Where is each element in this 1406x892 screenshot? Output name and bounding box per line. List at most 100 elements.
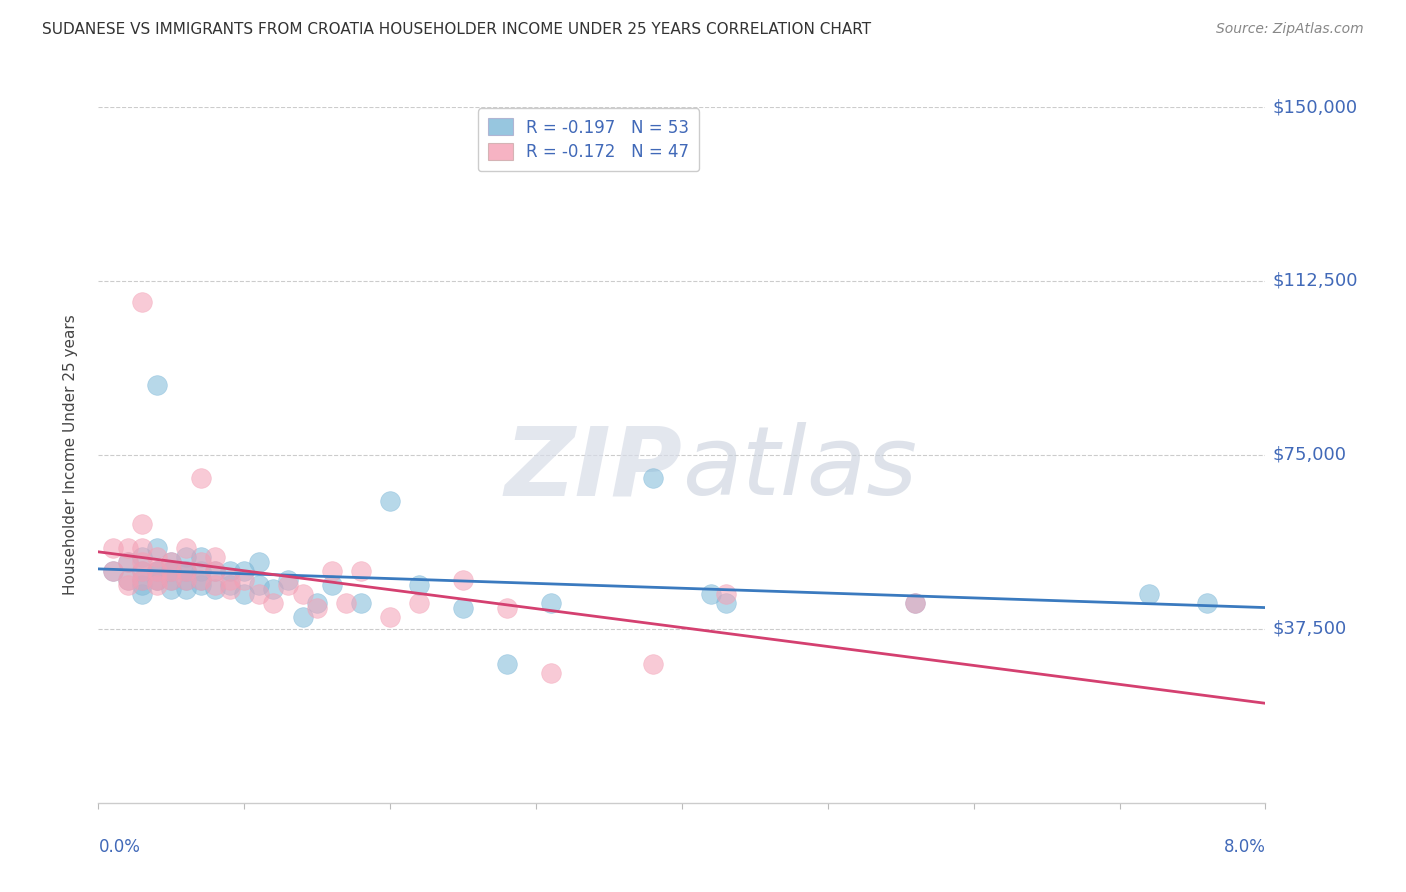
Text: SUDANESE VS IMMIGRANTS FROM CROATIA HOUSEHOLDER INCOME UNDER 25 YEARS CORRELATIO: SUDANESE VS IMMIGRANTS FROM CROATIA HOUS… <box>42 22 872 37</box>
Y-axis label: Householder Income Under 25 years: Householder Income Under 25 years <box>63 315 77 595</box>
Point <box>321 564 343 578</box>
Point <box>641 657 664 671</box>
Point <box>146 564 169 578</box>
Point <box>146 378 169 392</box>
Point <box>160 573 183 587</box>
Point <box>904 596 927 610</box>
Point <box>247 555 270 569</box>
Point <box>174 549 197 564</box>
Point <box>307 596 329 610</box>
Point <box>131 573 153 587</box>
Point <box>131 564 153 578</box>
Point <box>131 549 153 564</box>
Text: Source: ZipAtlas.com: Source: ZipAtlas.com <box>1216 22 1364 37</box>
Text: $37,500: $37,500 <box>1272 620 1347 638</box>
Text: 0.0%: 0.0% <box>98 838 141 856</box>
Point <box>101 564 124 578</box>
Point <box>190 564 212 578</box>
Point <box>190 573 212 587</box>
Point <box>496 657 519 671</box>
Text: ZIP: ZIP <box>503 422 682 516</box>
Point <box>1137 587 1160 601</box>
Point <box>117 555 139 569</box>
Point <box>160 564 183 578</box>
Point <box>291 587 314 601</box>
Point <box>262 596 284 610</box>
Point <box>101 541 124 555</box>
Point <box>335 596 357 610</box>
Point <box>540 596 562 610</box>
Text: atlas: atlas <box>682 422 917 516</box>
Point <box>204 564 226 578</box>
Point <box>131 555 153 569</box>
Point <box>291 610 314 624</box>
Point <box>451 601 474 615</box>
Point <box>174 564 197 578</box>
Point <box>131 578 153 592</box>
Point <box>277 578 299 592</box>
Point <box>131 573 153 587</box>
Point <box>190 578 212 592</box>
Point <box>160 564 183 578</box>
Point <box>218 582 240 597</box>
Point <box>204 549 226 564</box>
Point <box>131 294 153 309</box>
Point <box>117 555 139 569</box>
Point <box>218 578 240 592</box>
Point <box>146 573 169 587</box>
Point <box>146 573 169 587</box>
Point <box>174 573 197 587</box>
Text: 8.0%: 8.0% <box>1223 838 1265 856</box>
Point <box>350 596 373 610</box>
Point <box>190 573 212 587</box>
Point <box>160 573 183 587</box>
Point <box>117 573 139 587</box>
Point <box>174 582 197 597</box>
Point <box>247 587 270 601</box>
Point <box>204 582 226 597</box>
Point <box>146 573 169 587</box>
Point <box>247 578 270 592</box>
Point <box>160 555 183 569</box>
Point <box>378 610 402 624</box>
Point <box>540 665 562 680</box>
Point <box>146 578 169 592</box>
Point <box>714 587 737 601</box>
Point <box>218 564 240 578</box>
Point <box>307 601 329 615</box>
Point <box>174 573 197 587</box>
Point <box>350 564 373 578</box>
Point <box>146 564 169 578</box>
Text: $150,000: $150,000 <box>1272 98 1358 116</box>
Point <box>262 582 284 597</box>
Point <box>131 564 153 578</box>
Point <box>378 494 402 508</box>
Point <box>1195 596 1218 610</box>
Point <box>146 541 169 555</box>
Point <box>190 471 212 485</box>
Point <box>451 573 474 587</box>
Point <box>131 517 153 532</box>
Point <box>714 596 737 610</box>
Legend: R = -0.197   N = 53, R = -0.172   N = 47: R = -0.197 N = 53, R = -0.172 N = 47 <box>478 109 699 171</box>
Point <box>101 564 124 578</box>
Point <box>641 471 664 485</box>
Point <box>496 601 519 615</box>
Point <box>277 573 299 587</box>
Point <box>117 573 139 587</box>
Point <box>233 587 256 601</box>
Point <box>117 541 139 555</box>
Point <box>146 549 169 564</box>
Point <box>131 541 153 555</box>
Point <box>174 541 197 555</box>
Point <box>700 587 723 601</box>
Point <box>190 555 212 569</box>
Point <box>408 578 430 592</box>
Point <box>146 564 169 578</box>
Point <box>204 578 226 592</box>
Point <box>408 596 430 610</box>
Point <box>233 573 256 587</box>
Point <box>233 564 256 578</box>
Point <box>160 564 183 578</box>
Point <box>174 564 197 578</box>
